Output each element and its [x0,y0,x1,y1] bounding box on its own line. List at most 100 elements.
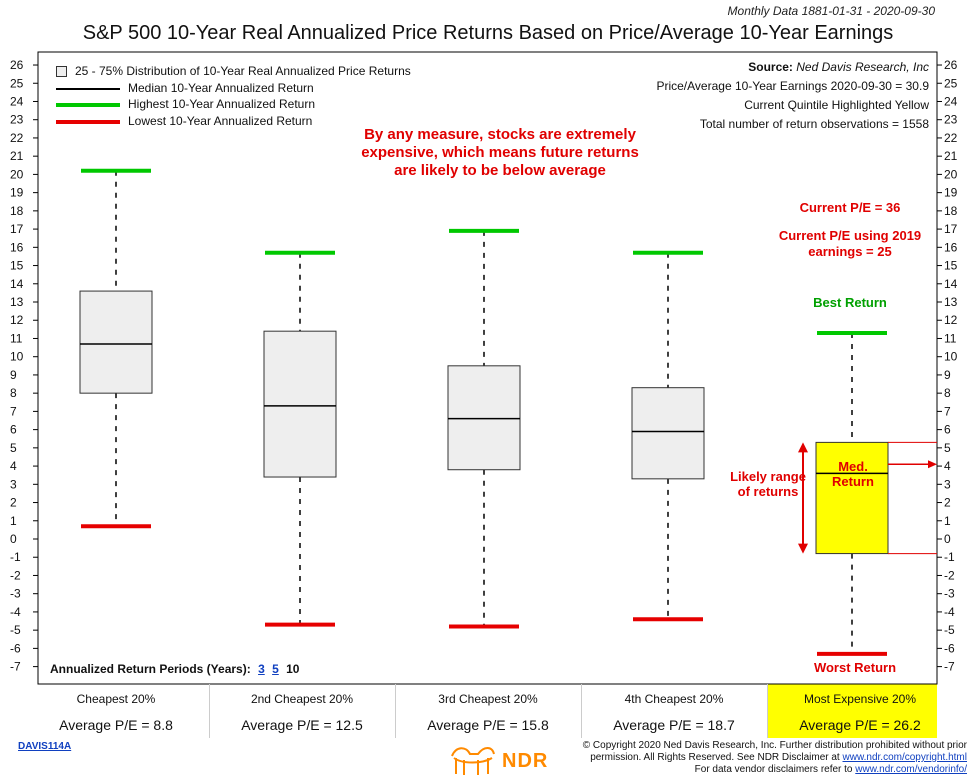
return-periods-selector: Annualized Return Periods (Years): 3 5 1… [50,662,299,676]
iqr-box [815,441,889,555]
davis-id-link[interactable]: DAVIS114A [18,741,72,752]
vendor-info-link[interactable]: www.ndr.com/vendorinfo/ [855,764,967,775]
source-label: Source: [748,60,793,74]
periods-label: Annualized Return Periods (Years): [50,662,251,676]
legend-high-line-icon [56,102,120,107]
worst-return-note: Worst Return [813,660,897,675]
y-tick-label-right: 9 [944,368,951,382]
y-tick-label-left: 1 [10,514,17,528]
legend-box-swatch-icon [56,66,67,78]
period-option-10[interactable]: 10 [286,662,300,676]
y-tick-label-left: 24 [10,94,24,108]
y-tick-label-right: 7 [944,404,951,418]
iqr-box [79,290,153,394]
y-tick-label-right: 6 [944,423,951,437]
y-tick-label-left: 11 [10,331,23,345]
y-tick-label-right: 4 [944,459,951,473]
legend-median-line-icon [56,87,120,90]
y-tick-label-left: 0 [10,532,17,546]
med-return-note: Med. Return [832,459,874,489]
chart-title: S&P 500 10-Year Real Annualized Price Re… [82,22,894,44]
y-tick-label-right: 3 [944,477,951,491]
y-tick-label-left: 21 [10,149,24,163]
y-tick-label-right: -3 [944,587,955,601]
y-tick-label-right: 26 [944,58,958,72]
y-tick-label-left: 15 [10,259,24,273]
legend-label: Lowest 10-Year Annualized Return [128,114,313,128]
y-tick-label-left: 23 [10,113,24,127]
y-tick-label-left: 26 [10,58,24,72]
main-annotation: By any measure, stocks are extremely exp… [361,126,639,179]
y-tick-label-left: 17 [10,222,24,236]
y-tick-label-right: -7 [944,660,955,674]
legend-item-high: Highest 10-Year Annualized Return [56,96,315,112]
y-tick-label-right: 12 [944,313,958,327]
y-tick-label-right: 14 [944,277,958,291]
y-tick-label-right: 5 [944,441,951,455]
y-tick-label-right: 0 [944,532,951,546]
period-option-5[interactable]: 5 [272,662,279,676]
period-option-3[interactable]: 3 [258,662,265,676]
y-tick-label-right: 15 [944,259,958,273]
y-tick-label-left: 9 [10,368,17,382]
average-pe-label: Average P/E = 12.5 [241,717,363,733]
y-tick-label-right: 21 [944,149,958,163]
y-tick-label-right: 2 [944,496,951,510]
y-tick-label-left: 4 [10,459,17,473]
best-return-note: Best Return [813,295,887,310]
highlight-label-background [767,684,937,738]
category-label: 4th Cheapest 20% [624,692,724,706]
observations-count: Total number of return observations = 15… [699,117,929,131]
current-pe-note: Current P/E = 36 [799,200,901,215]
y-tick-label-right: 20 [944,167,958,181]
legend-label: Highest 10-Year Annualized Return [128,97,316,111]
average-pe-label: Average P/E = 18.7 [613,717,735,733]
monthly-data-label: Monthly Data 1881-01-31 - 2020-09-30 [727,4,935,18]
iqr-box [447,365,521,471]
copyright-link[interactable]: www.ndr.com/copyright.html [842,752,968,763]
y-tick-label-right: -5 [944,623,955,637]
current-pe-2019-note: Current P/E using 2019 earnings = 25 [778,228,922,259]
y-tick-label-left: -5 [10,623,21,637]
y-tick-label-left: 12 [10,313,24,327]
legend-label: 25 - 75% Distribution of 10-Year Real An… [75,64,411,78]
y-tick-label-right: -6 [944,641,955,655]
ndr-logo-text: NDR [502,750,549,772]
y-tick-label-left: 2 [10,496,17,510]
y-tick-label-right: 17 [944,222,958,236]
y-tick-label-left: 7 [10,404,17,418]
category-label: Most Expensive 20% [803,692,917,706]
y-tick-label-left: 10 [10,350,24,364]
plot-frame [37,51,938,685]
y-tick-label-left: -1 [10,550,21,564]
y-tick-label-left: 20 [10,167,24,181]
average-pe-label: Average P/E = 8.8 [59,717,173,733]
likely-range-note: Likely range of returns [730,469,806,499]
y-tick-label-right: 10 [944,350,958,364]
y-tick-label-left: 6 [10,423,17,437]
y-tick-label-left: -2 [10,568,21,582]
y-tick-label-left: 5 [10,441,17,455]
y-tick-label-right: 18 [944,204,958,218]
y-tick-label-right: -2 [944,568,955,582]
legend-item-box: 25 - 75% Distribution of 10-Year Real An… [56,63,411,79]
y-tick-label-left: -3 [10,587,21,601]
legend-item-low: Lowest 10-Year Annualized Return [56,113,312,129]
category-label: 2nd Cheapest 20% [250,692,354,706]
y-tick-label-right: -4 [944,605,955,619]
current-pe-ratio-line: Price/Average 10-Year Earnings 2020-09-3… [656,79,929,93]
range-arrow-down-icon [798,543,808,554]
y-tick-label-left: 14 [10,277,24,291]
y-tick-label-right: 22 [944,131,958,145]
iqr-box [631,387,705,480]
y-tick-label-right: 24 [944,94,958,108]
y-tick-label-left: -4 [10,605,21,619]
y-tick-label-right: 25 [944,76,958,90]
ndr-bull-logo-icon [451,747,495,775]
legend-low-line-icon [56,119,120,124]
copyright-notice: © Copyright 2020 Ned Davis Research, Inc… [583,740,967,776]
y-tick-label-left: 3 [10,477,17,491]
quintile-note: Current Quintile Highlighted Yellow [744,98,929,112]
y-tick-label-left: 25 [10,76,24,90]
